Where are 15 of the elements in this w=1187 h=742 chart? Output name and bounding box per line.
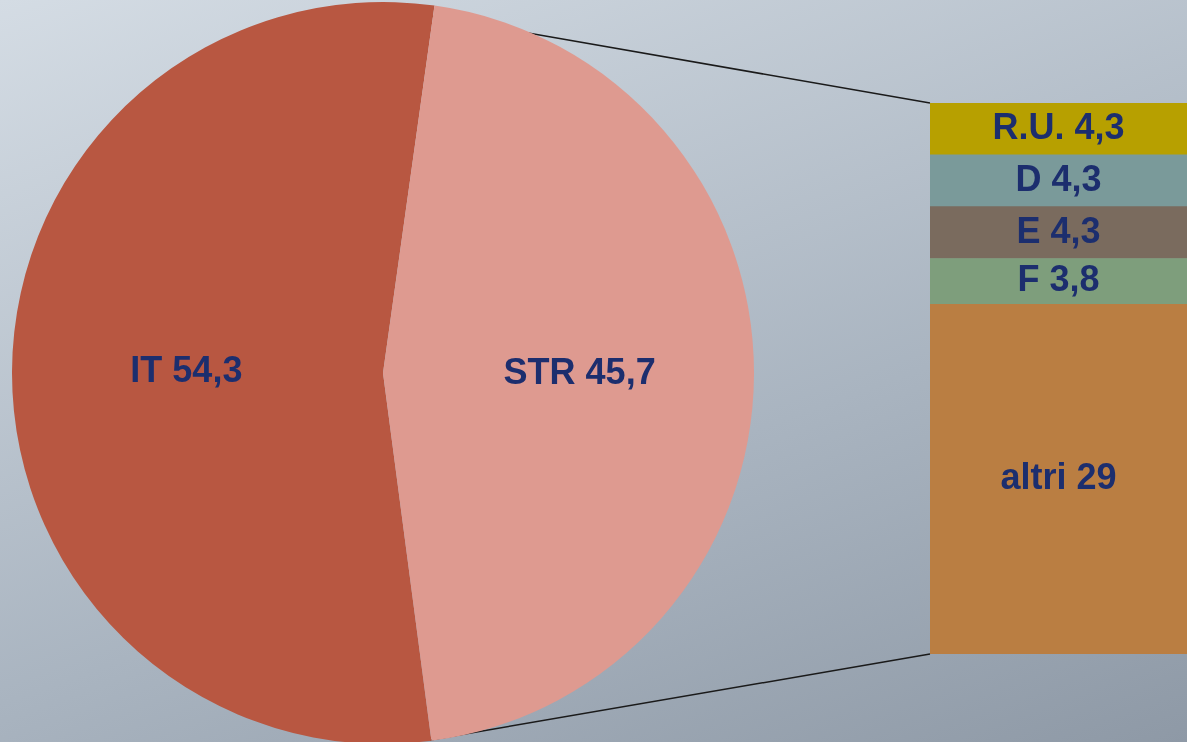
bar bbox=[930, 258, 1187, 305]
series-label: D bbox=[1015, 157, 1052, 199]
data-label: 4,3 bbox=[1051, 157, 1102, 199]
slice-label: STR 45,7 bbox=[503, 350, 656, 392]
data-label: 4,3 bbox=[1050, 209, 1101, 251]
slice-label: IT 54,3 bbox=[130, 349, 243, 391]
series-label: F bbox=[1017, 258, 1050, 300]
data-label: 3,8 bbox=[1049, 258, 1100, 300]
bar bbox=[930, 206, 1187, 259]
series-label: R.U. bbox=[992, 105, 1075, 147]
bar bbox=[930, 304, 1187, 654]
data-label: 4,3 bbox=[1074, 105, 1125, 147]
data-label: 29 bbox=[1076, 456, 1117, 498]
series-label: altri bbox=[1000, 456, 1077, 498]
series-label: E bbox=[1016, 209, 1051, 251]
